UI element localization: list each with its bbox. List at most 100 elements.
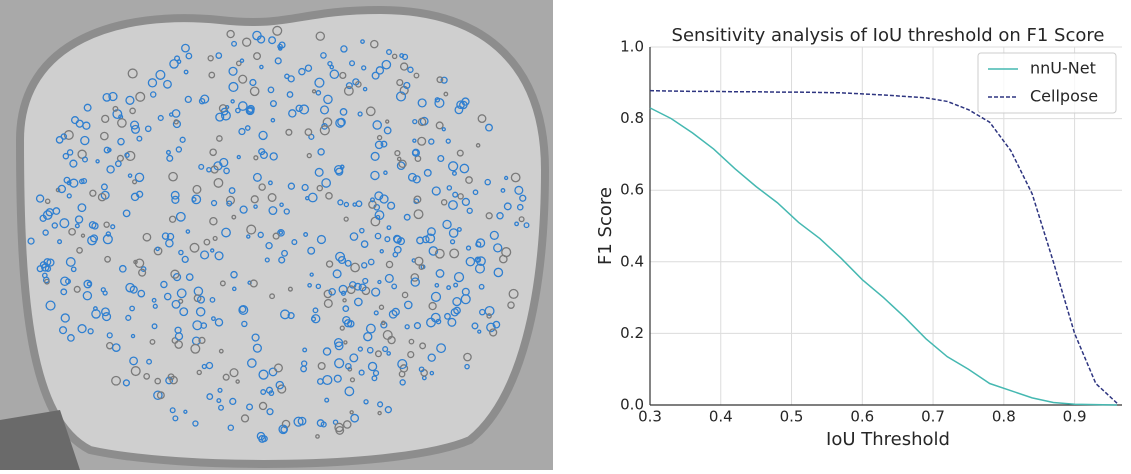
cell <box>163 79 172 89</box>
cell <box>107 147 112 153</box>
cell <box>44 265 52 272</box>
cell <box>246 234 251 239</box>
cell <box>93 306 98 311</box>
cell <box>340 45 348 53</box>
cell <box>175 211 186 222</box>
cell <box>411 148 421 157</box>
cell <box>479 308 486 316</box>
cell <box>245 106 255 116</box>
cell <box>413 72 420 79</box>
cell <box>214 318 224 327</box>
cell <box>291 239 298 246</box>
cell <box>453 271 465 283</box>
cell <box>228 187 236 195</box>
cell <box>307 246 316 255</box>
cell <box>349 60 356 67</box>
cell <box>57 239 63 245</box>
cell <box>459 163 470 174</box>
cell <box>466 207 473 214</box>
cell <box>280 426 288 434</box>
cell <box>300 360 308 367</box>
cell <box>99 131 109 141</box>
cell <box>396 161 406 171</box>
cell <box>463 352 472 362</box>
cell <box>74 223 80 229</box>
cell <box>39 261 47 269</box>
cell <box>304 128 313 136</box>
y-tick-label: 0.0 <box>620 396 644 414</box>
cell <box>361 262 368 269</box>
cell <box>316 378 324 385</box>
cell <box>111 375 121 386</box>
cell <box>165 238 174 248</box>
cell <box>360 240 369 248</box>
cell <box>100 183 108 191</box>
cell <box>365 106 376 117</box>
cell <box>35 194 45 203</box>
cell <box>374 140 384 150</box>
cell <box>66 193 72 199</box>
cell <box>435 269 445 278</box>
cell <box>230 99 235 104</box>
cell <box>345 362 352 370</box>
cell <box>165 376 174 385</box>
cell <box>209 148 217 157</box>
cell <box>82 290 93 301</box>
cell <box>465 256 476 267</box>
cell <box>345 82 353 90</box>
cell <box>151 323 158 330</box>
cell <box>198 336 206 345</box>
cell <box>456 149 464 157</box>
cell <box>247 280 252 285</box>
cell <box>316 184 324 192</box>
cell <box>97 192 107 202</box>
cell <box>106 165 115 174</box>
cell <box>70 116 80 125</box>
cell <box>104 255 111 263</box>
cell <box>221 227 231 238</box>
cell <box>227 424 235 431</box>
cell <box>447 161 459 172</box>
cell <box>229 397 237 406</box>
cell <box>503 175 509 181</box>
cell <box>387 201 396 210</box>
cell <box>179 307 189 317</box>
cell <box>510 172 521 183</box>
cell <box>448 200 458 211</box>
cell <box>215 112 225 122</box>
cell <box>250 195 259 204</box>
cell <box>493 243 503 253</box>
cell <box>130 120 140 130</box>
cell <box>266 408 274 416</box>
cell <box>366 346 374 354</box>
cell <box>307 282 312 288</box>
cell <box>125 150 136 162</box>
cell <box>220 110 231 121</box>
cell <box>235 379 240 384</box>
cell <box>45 208 54 217</box>
cell <box>337 255 347 265</box>
cell <box>88 221 97 229</box>
cell <box>384 406 392 414</box>
cell <box>353 297 363 307</box>
cell <box>122 379 130 387</box>
cell <box>454 105 464 115</box>
cell <box>100 287 106 293</box>
cell <box>334 358 345 369</box>
cell <box>304 64 313 72</box>
cell <box>176 59 182 65</box>
cell <box>378 304 385 310</box>
cell <box>219 280 226 287</box>
cell <box>157 114 164 122</box>
cell <box>240 414 250 423</box>
cell <box>183 69 189 75</box>
cell <box>147 78 158 88</box>
cell <box>321 178 332 188</box>
cell <box>343 216 349 222</box>
cell <box>407 350 415 359</box>
cell <box>105 231 112 237</box>
cell <box>149 338 156 345</box>
cell <box>349 377 356 383</box>
cell <box>149 91 157 98</box>
